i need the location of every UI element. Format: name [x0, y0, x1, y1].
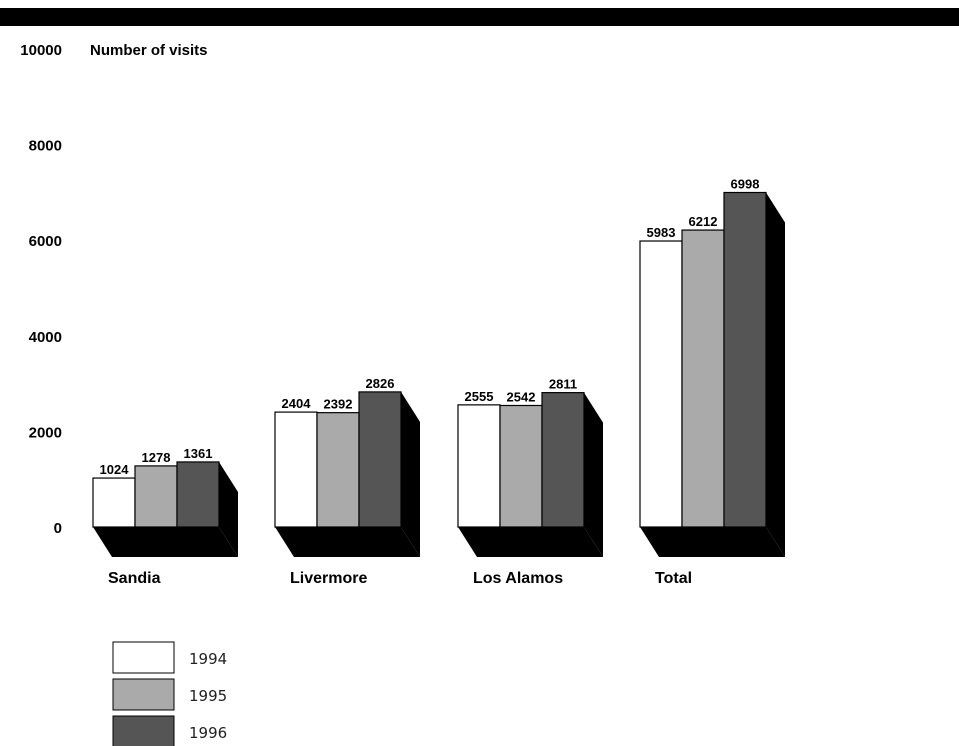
- floor-shadow: [93, 527, 238, 557]
- data-label: 5983: [647, 225, 676, 240]
- legend-swatch: [112, 715, 175, 746]
- category-label: Livermore: [290, 570, 367, 587]
- top-banner: [0, 8, 959, 26]
- legend-label: 1996: [189, 724, 227, 742]
- bar: [681, 229, 725, 528]
- bar: [176, 461, 220, 528]
- floor-shadow: [640, 527, 785, 557]
- side-shadow: [766, 192, 785, 557]
- legend-swatch: [112, 641, 175, 674]
- data-label: 2392: [324, 397, 353, 412]
- bar: [358, 391, 402, 528]
- data-label: 6212: [689, 214, 718, 229]
- data-label: 1278: [142, 450, 171, 465]
- bar: [134, 465, 178, 528]
- side-shadow: [584, 392, 603, 557]
- bar: [541, 392, 585, 528]
- data-label: 2542: [507, 389, 536, 404]
- data-label: 2811: [549, 377, 577, 392]
- floor-shadow: [458, 527, 603, 557]
- bar: [316, 412, 360, 528]
- y-tick-label: 8000: [29, 138, 62, 155]
- y-tick-label: 4000: [29, 329, 62, 346]
- floor-shadow: [275, 527, 420, 557]
- legend-label: 1995: [189, 687, 227, 705]
- data-label: 2555: [465, 389, 494, 404]
- category-label: Los Alamos: [473, 570, 563, 587]
- y-tick-label: 6000: [29, 233, 62, 250]
- side-shadow: [401, 391, 420, 557]
- bar: [639, 240, 683, 528]
- bar: [723, 191, 767, 528]
- y-tick-label: 10000: [20, 42, 62, 59]
- y-axis-label: Number of visits: [90, 42, 208, 59]
- data-label: 2404: [282, 396, 312, 411]
- side-shadow: [219, 461, 238, 557]
- bar: [92, 477, 136, 528]
- legend-label: 1994: [189, 650, 227, 668]
- bar: [457, 404, 501, 528]
- data-label: 2826: [366, 376, 395, 391]
- y-tick-label: 2000: [29, 424, 62, 441]
- y-tick-label: 0: [54, 520, 62, 537]
- category-label: Total: [655, 570, 692, 587]
- legend-swatch: [112, 678, 175, 711]
- data-label: 1361: [184, 446, 213, 461]
- bar: [499, 404, 543, 528]
- bar: [274, 411, 318, 528]
- data-label: 1024: [100, 462, 130, 477]
- data-label: 6998: [731, 176, 760, 191]
- category-label: Sandia: [108, 570, 161, 587]
